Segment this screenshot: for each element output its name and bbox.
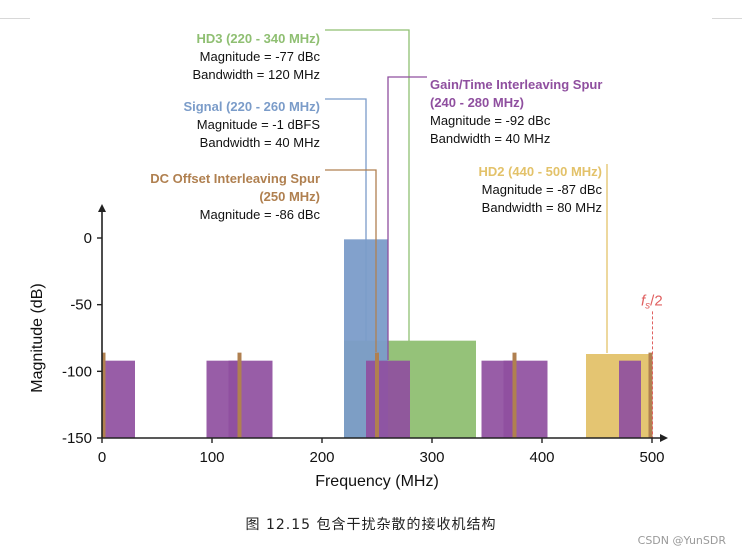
hd3-detail-1: Bandwidth = 120 MHz [192, 67, 320, 82]
spur-detail-0: Magnitude = -92 dBc [430, 113, 551, 128]
top-left-corner-mark [0, 0, 30, 19]
top-right-corner-mark [712, 0, 742, 19]
dc-title-line2: (250 MHz) [259, 189, 320, 204]
x-tick-label-300: 300 [419, 449, 444, 466]
spectrum-chart: fs/2 0 100 200 300 400 500 0 -50 -100 -150 Frequen… [29, 29, 668, 490]
signal-detail-1: Bandwidth = 40 MHz [200, 135, 320, 150]
x-tick-label-100: 100 [199, 449, 224, 466]
gain-time-interleaving-spur-bar-2 [228, 360, 240, 438]
nyquist-label: fs/2 [641, 292, 663, 311]
gain-time-interleaving-spur-bar-3 [366, 360, 410, 438]
axes-layer: 0 100 200 300 400 500 0 -50 -100 -150 Frequency (M… [29, 204, 668, 490]
gain-time-interleaving-spur-bar-0 [102, 360, 135, 438]
dc-detail-0: Magnitude = -86 dBc [200, 207, 321, 222]
dc-leader-line [325, 169, 377, 352]
spur-detail-1: Bandwidth = 40 MHz [430, 131, 550, 146]
x-axis-arrow [660, 434, 668, 442]
x-axis-label: Frequency (MHz) [315, 473, 439, 490]
x-tick-label-500: 500 [639, 449, 664, 466]
spur-leader-line [387, 76, 427, 360]
hd3-title: HD3 (220 - 340 MHz) [196, 31, 320, 46]
dc-title: DC Offset Interleaving Spur [150, 171, 320, 186]
annotation-labels-layer: HD3 (220 - 340 MHz) Magnitude = -77 dBc Ba… [150, 31, 602, 222]
hd3-detail-0: Magnitude = -77 dBc [200, 49, 321, 64]
figure-caption: 图 12.15 包含干扰杂散的接收机结构 [245, 517, 497, 533]
watermark: CSDN @YunSDR [637, 534, 726, 547]
x-tick-label-0: 0 [98, 449, 106, 466]
hd2-title: HD2 (440 - 500 MHz) [478, 164, 602, 179]
signal-detail-0: Magnitude = -1 dBFS [197, 117, 321, 132]
y-axis-label: Magnitude (dB) [29, 283, 46, 392]
hd3-leader-line [325, 29, 410, 341]
gain-time-interleaving-spur-bar-5 [503, 360, 515, 438]
gain-time-interleaving-spur-bar-6 [619, 360, 641, 438]
y-axis-arrow [98, 204, 106, 212]
x-tick-label-400: 400 [529, 449, 554, 466]
y-tick-label--150: -150 [62, 430, 92, 447]
spur-title-line2: (240 - 280 MHz) [430, 95, 524, 110]
spur-title: Gain/Time Interleaving Spur [430, 77, 602, 92]
hd2-detail-0: Magnitude = -87 dBc [482, 182, 603, 197]
signal-leader-line [325, 98, 367, 341]
hd2-detail-1: Bandwidth = 80 MHz [482, 200, 602, 215]
annotation-leaders-layer [325, 29, 608, 360]
x-tick-label-200: 200 [309, 449, 334, 466]
y-tick-label-0: 0 [84, 230, 92, 247]
y-tick-label--100: -100 [62, 363, 92, 380]
signal-title: Signal (220 - 260 MHz) [183, 99, 320, 114]
dc-spur-lines-layer: fs/2 [101, 292, 663, 438]
y-tick-label--50: -50 [70, 297, 92, 314]
